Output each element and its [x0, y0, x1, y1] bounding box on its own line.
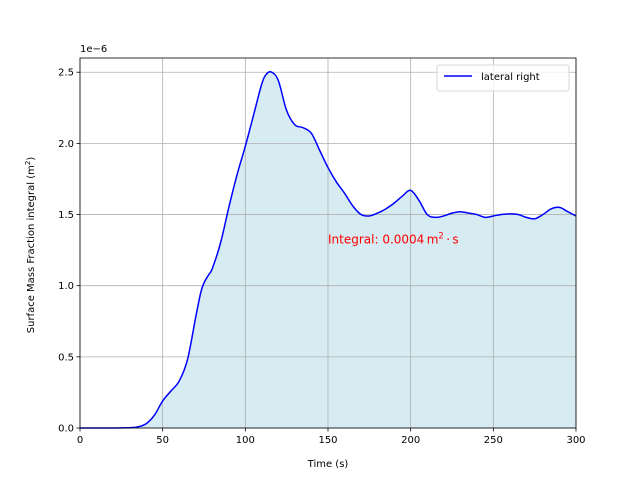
x-tick-label: 200	[401, 435, 420, 446]
series-line-lateral-right	[80, 70, 577, 429]
x-axis: 0 50 100 150 200 250 300	[77, 428, 586, 446]
x-tick-label: 50	[156, 435, 169, 446]
x-tick-label: 300	[566, 435, 585, 446]
y-tick-label: 1.0	[58, 281, 74, 292]
y-tick-label: 0.0	[58, 424, 74, 435]
y-tick-label: 2.5	[58, 68, 74, 79]
legend: lateral right	[436, 64, 570, 92]
legend-box	[436, 64, 570, 92]
y-axis-label: Surface Mass Fraction integral (m2)	[24, 157, 37, 334]
y-tick-label: 2.0	[58, 139, 74, 150]
integral-annotation: Integral: 0.0004 m2 · s	[328, 232, 459, 247]
offset-text: 1e−6	[80, 44, 107, 55]
x-tick-label: 150	[318, 435, 337, 446]
x-tick-label: 250	[484, 435, 503, 446]
y-tick-label: 0.5	[58, 352, 74, 363]
y-axis: 0.0 0.5 1.0 1.5 2.0 2.5	[58, 68, 80, 435]
legend-label: lateral right	[481, 72, 540, 83]
y-tick-label: 1.5	[58, 210, 74, 221]
x-tick-label: 0	[77, 435, 83, 446]
x-tick-label: 100	[236, 435, 255, 446]
x-axis-label: Time (s)	[307, 459, 349, 470]
